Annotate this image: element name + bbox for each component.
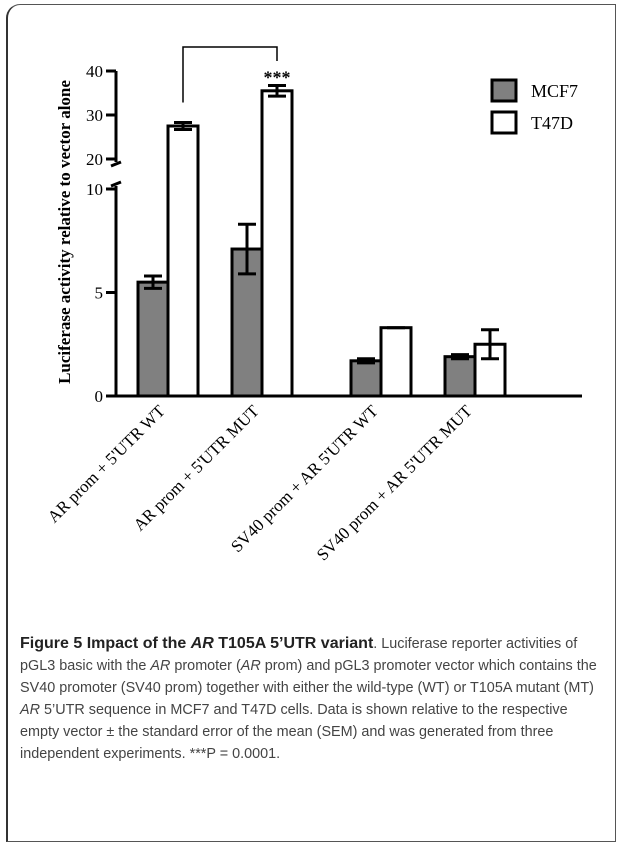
legend-label-t47d: T47D — [531, 113, 573, 133]
caption-body-segment: 5’UTR sequence in MCF7 and T47D cells. D… — [20, 702, 568, 762]
bar-mcf7-1 — [136, 280, 170, 398]
legend-swatch-t47d — [490, 110, 518, 135]
axis-break-mark-upper — [110, 160, 122, 168]
caption-body: . Luciferase reporter activities of pGL3… — [20, 636, 597, 762]
caption-body-segment: AR — [240, 658, 261, 674]
caption-body-segment: prom) and pGL3 promoter vector which con… — [20, 658, 597, 696]
caption-body-segment: promoter ( — [170, 658, 241, 674]
axis-break-mark-lower — [110, 180, 122, 188]
bar-mcf7-4 — [443, 355, 477, 398]
y-tick-label: 30 — [86, 106, 103, 125]
caption-title-italic: AR — [190, 635, 214, 652]
bar-t47d-1 — [166, 124, 200, 398]
y-tick-label: 0 — [95, 387, 104, 406]
y-tick-label: 10 — [86, 180, 103, 199]
y-tick-label: 5 — [95, 284, 104, 303]
y-axis-title: Luciferase activity relative to vector a… — [55, 80, 74, 384]
figure-caption: Figure 5 Impact of the AR T105A 5’UTR va… — [20, 633, 608, 765]
caption-title-pre: Impact of the — [86, 635, 191, 652]
bar-t47d-3 — [379, 326, 413, 398]
x-category-label: SV40 prom + AR 5'UTR MUT — [313, 401, 476, 564]
bar-mcf7-3 — [349, 359, 383, 398]
y-tick-label: 40 — [86, 62, 103, 81]
bar-chart: 0 5 10 20 30 40 Luciferase activity relative t… — [44, 46, 582, 564]
caption-title-post: T105A 5’UTR variant — [213, 635, 374, 652]
caption-body-segment: . Luciferase reporter activities of pGL3… — [20, 636, 578, 674]
caption-body-segment: AR — [20, 702, 40, 718]
caption-body-segment: AR — [150, 658, 171, 674]
legend-swatch-mcf7 — [490, 78, 518, 103]
figure-frame — [6, 4, 616, 842]
caption-figure-label: Figure 5 — [20, 635, 83, 652]
significance-label: *** — [264, 68, 291, 88]
significance-bracket — [182, 46, 278, 103]
legend-label-mcf7: MCF7 — [531, 81, 578, 101]
y-tick-label: 20 — [86, 150, 103, 169]
bar-t47d-2 — [260, 89, 294, 398]
